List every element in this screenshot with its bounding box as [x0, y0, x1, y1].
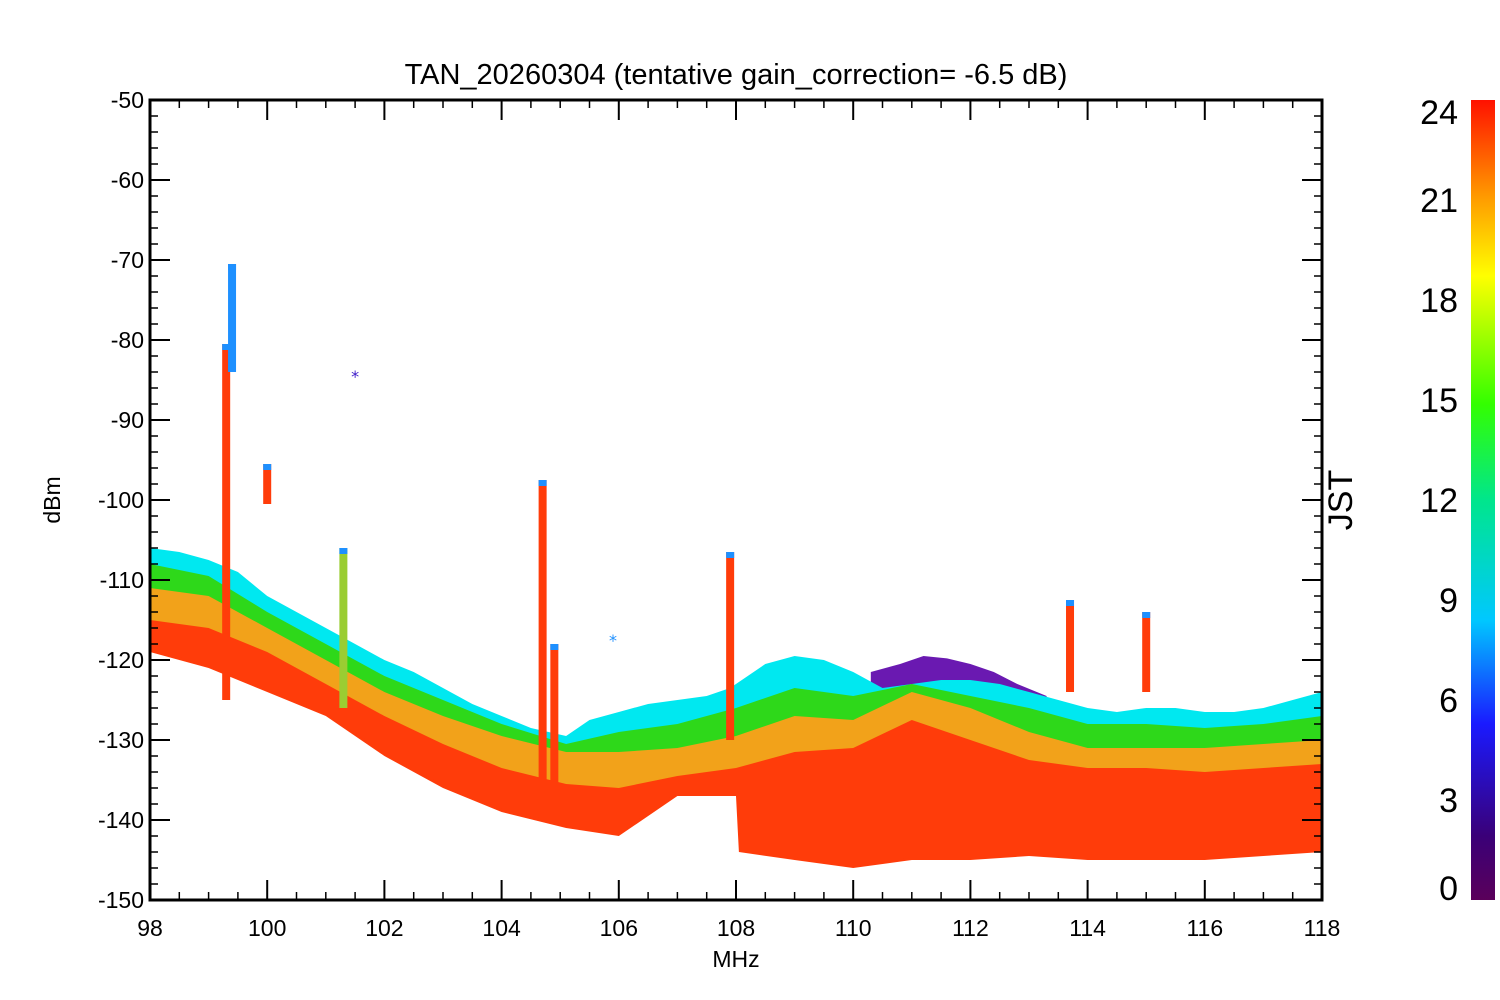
x-tick-label: 100	[248, 915, 286, 941]
spike-marker-4: *	[351, 367, 359, 386]
x-axis-label: MHz	[712, 946, 759, 972]
y-tick-label: -150	[98, 887, 144, 913]
spike-cap-2	[263, 464, 272, 470]
spike-2	[263, 464, 272, 504]
x-tick-label: 104	[482, 915, 521, 941]
y-tick-label: -50	[111, 87, 144, 113]
colorbar-tick-label: 15	[1420, 382, 1458, 420]
spike-cap-9	[1066, 600, 1075, 606]
y-tick-label: -80	[111, 327, 144, 353]
y-tick-label: -60	[111, 167, 144, 193]
y-tick-label: -90	[111, 407, 144, 433]
below-floor-mask	[150, 652, 1322, 900]
spike-cap-8	[726, 552, 735, 558]
spike-9	[1066, 600, 1075, 692]
y-tick-label: -70	[111, 247, 144, 273]
spike-0	[222, 344, 231, 700]
colorbar	[1471, 100, 1495, 900]
chart-title: TAN_20260304 (tentative gain_correction=…	[405, 59, 1068, 91]
spike-cap-10	[1142, 612, 1151, 618]
plot-area: **	[150, 264, 1322, 900]
spike-8	[726, 552, 735, 740]
colorbar-tick-label: 3	[1439, 782, 1458, 820]
x-tick-label: 106	[600, 915, 638, 941]
colorbar-tick-label: 24	[1420, 94, 1458, 132]
colorbar-tick-label: 12	[1420, 482, 1458, 520]
x-tick-label: 98	[137, 915, 163, 941]
spike-marker-7: *	[609, 631, 617, 650]
envelope-series	[150, 548, 1322, 900]
y-axis-label: dBm	[39, 476, 65, 523]
colorbar-tick-label: 21	[1420, 182, 1458, 220]
spike-3	[339, 548, 348, 708]
spike-10	[1142, 612, 1151, 692]
x-tick-label: 110	[835, 915, 872, 941]
spike-1	[228, 264, 237, 372]
colorbar-label: JST	[1322, 470, 1360, 530]
y-tick-label: -120	[98, 647, 144, 673]
x-axis: 98 100 102 104 106 108 110 112 114 116 118	[137, 100, 1340, 941]
y-tick-label: -100	[98, 487, 144, 513]
colorbar-tick-label: 0	[1439, 870, 1458, 908]
spike-cap-6	[550, 644, 559, 650]
colorbar-ticks: 0 3 6 9 12 15 18 21 24	[1420, 94, 1458, 908]
spike-cap-1	[228, 264, 237, 270]
y-tick-label: -130	[98, 727, 144, 753]
spike-cap-0	[222, 344, 231, 350]
spike-cap-3	[339, 548, 348, 554]
y-tick-label: -110	[100, 567, 144, 593]
x-tick-label: 114	[1069, 915, 1106, 941]
colorbar-tick-label: 18	[1420, 282, 1458, 320]
y-tick-label: -140	[98, 807, 144, 833]
spike-6	[550, 644, 559, 820]
y-axis: -50 -60 -70 -80 -90 -100 -110 -120 -130 -140 -150	[98, 87, 1322, 913]
colorbar-tick-label: 9	[1439, 582, 1458, 620]
x-tick-label: 118	[1304, 915, 1341, 941]
x-tick-label: 108	[717, 915, 755, 941]
spike-5	[538, 480, 547, 820]
spike-cap-5	[538, 480, 547, 486]
x-tick-label: 116	[1186, 915, 1223, 941]
x-tick-label: 112	[952, 915, 989, 941]
x-tick-label: 102	[365, 915, 403, 941]
colorbar-tick-label: 6	[1439, 682, 1458, 720]
spike-series: **	[222, 264, 1151, 820]
